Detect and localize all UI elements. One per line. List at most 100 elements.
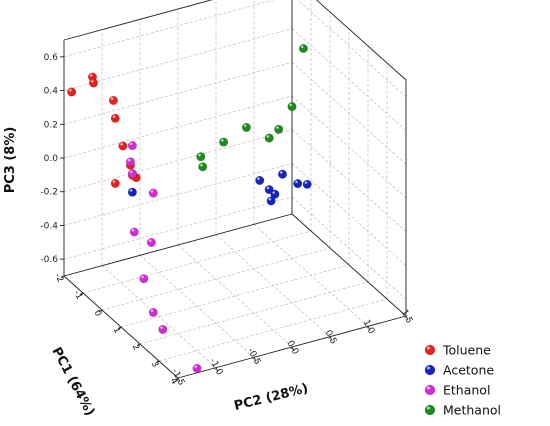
pc1-tick-label: 1 — [111, 326, 123, 336]
grid-line-back-pc3 — [63, 28, 293, 91]
grid-line-side-pc3 — [297, 0, 407, 98]
data-point-toluene — [110, 178, 120, 188]
data-point-acetone — [266, 196, 276, 206]
data-point-toluene — [110, 113, 120, 123]
pc3-tick-label: 0.4 — [44, 87, 59, 97]
grid-line-back-pc3 — [63, 129, 293, 193]
data-points — [67, 44, 312, 373]
pc3-tick-label: 0.6 — [44, 53, 59, 63]
pc1-tick-mark — [79, 292, 84, 296]
legend: Toluene Acetone Ethanol Methanol — [424, 343, 501, 418]
data-point-ethanol — [127, 169, 137, 179]
data-point-methanol — [198, 162, 208, 172]
grid-line-floor-pc2 — [215, 234, 331, 337]
pc2-tick-mark — [215, 367, 219, 372]
legend-label-toluene: Toluene — [442, 343, 491, 358]
legend-marker-acetone — [424, 364, 436, 376]
grid-line-floor-pc2 — [177, 244, 293, 348]
data-point-acetone — [302, 179, 312, 189]
grid-line-back-pc3 — [63, 163, 293, 226]
grid-line-back-pc3 — [63, 95, 293, 159]
grid-line-side-pc3 — [291, 28, 407, 131]
grid-line-back-pc3 — [63, 0, 275, 58]
grid-line-floor-pc2 — [101, 265, 217, 368]
data-point-ethanol — [146, 237, 156, 247]
legend-marker-methanol — [424, 404, 436, 416]
pc1-tick-label: 2 — [130, 343, 142, 353]
pc1-tick-mark — [117, 326, 122, 330]
data-point-methanol — [298, 44, 308, 54]
data-point-methanol — [274, 124, 284, 134]
grid-line-side-pc3 — [291, 196, 407, 300]
grid-line-side-pc3 — [291, 163, 407, 266]
data-point-acetone — [278, 169, 288, 179]
frame-edge — [315, 0, 407, 81]
data-point-methanol — [196, 152, 206, 162]
data-point-acetone — [255, 175, 265, 185]
data-point-ethanol — [129, 227, 139, 237]
data-point-ethanol — [125, 157, 135, 167]
data-point-toluene — [108, 95, 118, 105]
pc2-tick-label: 0.5 — [323, 329, 339, 346]
pc1-tick-label: -1 — [71, 289, 84, 302]
pc3-axis-label: PC3 (8%) — [3, 127, 18, 194]
data-point-acetone — [293, 179, 303, 189]
data-point-acetone — [270, 189, 280, 199]
grid-line-floor-pc2 — [253, 224, 369, 327]
pc1-tick-label: 3 — [149, 360, 161, 370]
pc1-tick-label: -2 — [52, 272, 65, 285]
data-point-ethanol — [148, 188, 158, 198]
grid-line-side-pc3 — [291, 95, 407, 199]
pc3-tick-label: -0.6 — [40, 255, 58, 265]
pc2-tick-label: 1.0 — [361, 318, 377, 336]
legend-marker-ethanol — [424, 384, 436, 396]
pc1-tick-mark — [98, 309, 103, 313]
pc1-tick-label: 4 — [168, 377, 180, 387]
pc2-tick-mark — [253, 357, 257, 362]
pc1-tick-mark — [155, 360, 160, 364]
data-point-methanol — [219, 137, 229, 147]
data-point-ethanol — [192, 363, 202, 373]
pc3-tick-label: 0.2 — [44, 120, 58, 130]
legend-label-ethanol: Ethanol — [443, 383, 490, 398]
pc2-tick-mark — [405, 315, 409, 321]
pc2-tick-mark — [329, 336, 333, 341]
pc2-tick-label: 0.0 — [285, 339, 301, 357]
data-point-ethanol — [139, 274, 149, 284]
data-point-methanol — [264, 133, 274, 143]
pc2-tick-label: -0.5 — [245, 347, 262, 367]
tick-labels: -0.6-0.4-0.20.00.20.40.6-2-101234-1.5-1.… — [40, 53, 414, 388]
data-point-toluene — [118, 141, 128, 151]
pc2-tick-label: 1.5 — [399, 308, 415, 325]
pc1-tick-label: 0 — [92, 309, 104, 319]
grid-line-side-pc3 — [291, 62, 407, 165]
pc1-tick-mark — [136, 343, 141, 347]
data-point-toluene — [88, 78, 98, 88]
pc2-axis-label: PC2 (28%) — [233, 381, 310, 414]
pc1-tick-mark — [174, 377, 179, 381]
pc2-tick-label: -1.0 — [207, 357, 224, 377]
frame-edge — [291, 213, 407, 317]
pc1-axis-label: PC1 (64%) — [48, 345, 97, 419]
legend-marker-toluene — [424, 344, 436, 356]
grid-line-back-pc3 — [63, 196, 293, 260]
grid-line-side-pc3 — [291, 129, 407, 232]
data-point-acetone — [264, 185, 274, 195]
data-point-toluene — [67, 87, 77, 97]
data-point-ethanol — [148, 307, 158, 317]
pc2-tick-mark — [367, 326, 371, 331]
data-point-methanol — [287, 102, 297, 112]
legend-label-methanol: Methanol — [443, 403, 501, 418]
data-point-ethanol — [158, 324, 168, 334]
pc3-tick-label: 0.0 — [44, 154, 59, 164]
pc2-tick-mark — [291, 346, 295, 352]
pc3-tick-label: -0.2 — [40, 188, 58, 198]
grid-line-back-pc3 — [63, 61, 293, 125]
pc2-tick-mark — [177, 377, 181, 383]
grid-line-floor-pc2 — [139, 255, 255, 358]
data-point-acetone — [127, 187, 137, 197]
axis-frame — [60, 0, 409, 383]
frame-edge — [63, 0, 213, 41]
data-point-methanol — [241, 122, 251, 132]
frame-edge — [63, 213, 293, 277]
